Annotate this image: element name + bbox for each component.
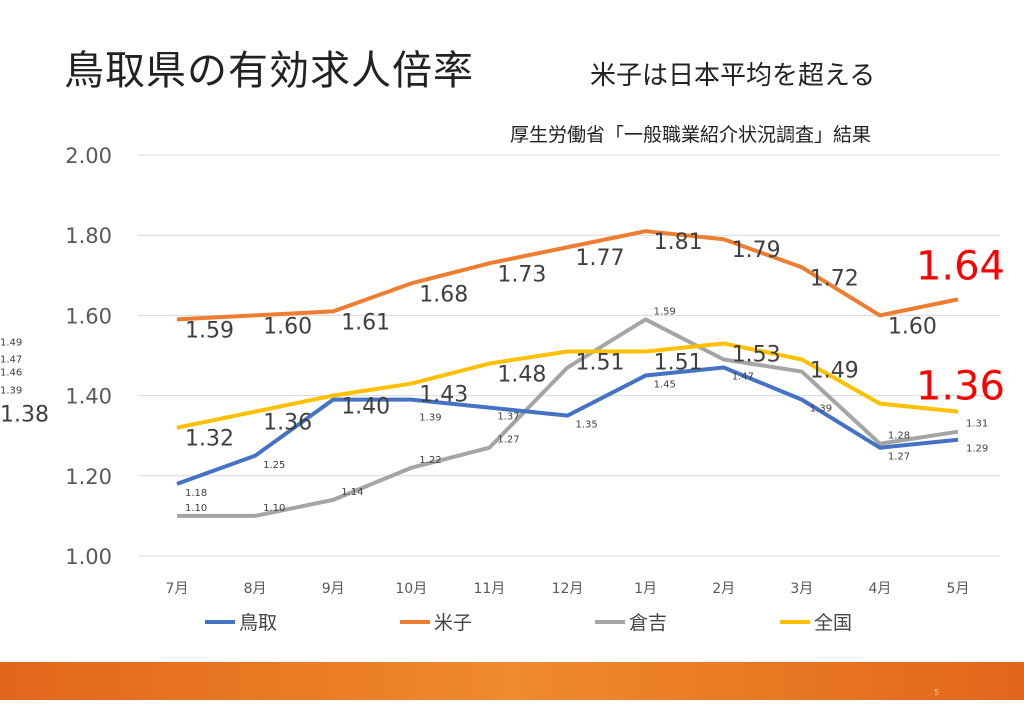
data-label: 1.43 <box>419 383 468 408</box>
data-label: 1.47 <box>0 355 22 366</box>
series-line-全国 <box>176 341 959 430</box>
data-label: 1.10 <box>185 503 207 514</box>
x-tick-label: 5月 <box>947 581 970 597</box>
data-label: 1.48 <box>497 363 546 388</box>
data-label: 1.79 <box>732 238 781 263</box>
data-label: 1.59 <box>185 318 234 343</box>
data-label: 1.72 <box>810 266 859 291</box>
x-tick-label: 4月 <box>868 581 891 597</box>
series-line-倉吉 <box>177 317 959 518</box>
data-label-highlight: 1.64 <box>916 243 1005 289</box>
data-label: 1.61 <box>341 310 390 335</box>
data-label: 1.38 <box>0 403 49 428</box>
data-label: 1.40 <box>341 395 390 420</box>
legend-label: 倉吉 <box>629 612 668 634</box>
data-label: 1.29 <box>966 444 988 455</box>
data-label: 1.47 <box>732 372 754 383</box>
legend-label: 鳥取 <box>239 612 278 634</box>
legend-item: 倉吉 <box>595 608 667 635</box>
data-label: 1.32 <box>185 427 234 452</box>
data-label: 1.60 <box>263 314 312 339</box>
y-tick-label: 1.80 <box>65 224 112 248</box>
data-label: 1.10 <box>263 503 285 514</box>
x-tick-label: 2月 <box>712 581 735 597</box>
data-label: 1.37 <box>497 412 519 423</box>
data-label: 1.35 <box>576 420 598 431</box>
series-line-鳥取 <box>176 365 959 486</box>
footer-band <box>0 662 1024 700</box>
data-label: 1.25 <box>263 460 285 471</box>
data-label: 1.39 <box>0 386 22 397</box>
data-label: 1.31 <box>966 419 988 430</box>
x-tick-label: 10月 <box>395 581 427 597</box>
y-tick-label: 1.00 <box>65 545 112 569</box>
legend-item: 米子 <box>400 608 472 635</box>
slide-title: 鳥取県の有効求人倍率 <box>64 48 474 94</box>
data-label: 1.51 <box>654 350 703 375</box>
data-label: 1.45 <box>654 380 676 391</box>
data-label: 1.68 <box>419 282 468 307</box>
data-label: 1.77 <box>576 246 625 271</box>
y-tick-label: 1.20 <box>65 465 112 489</box>
y-tick-label: 1.40 <box>65 385 112 409</box>
data-label: 1.46 <box>0 368 22 379</box>
slide-subtitle: 米子は日本平均を超える <box>590 61 876 91</box>
x-tick-label: 3月 <box>790 581 813 597</box>
data-label: 1.22 <box>419 455 441 466</box>
legend-label: 米子 <box>434 612 473 634</box>
y-tick-label: 1.60 <box>65 304 112 328</box>
data-label: 1.27 <box>888 452 910 463</box>
data-label: 1.27 <box>497 435 519 446</box>
page-number: 5 <box>934 688 940 697</box>
x-tick-label: 7月 <box>166 581 189 597</box>
data-label: 1.36 <box>263 411 312 436</box>
x-tick-label: 11月 <box>473 581 505 597</box>
data-label: 1.51 <box>576 350 625 375</box>
data-label: 1.49 <box>810 359 859 384</box>
x-tick-label: 12月 <box>552 581 584 597</box>
series-line-米子 <box>176 229 959 322</box>
data-label: 1.81 <box>654 230 703 255</box>
legend-label: 全国 <box>814 612 853 634</box>
data-label: 1.39 <box>419 413 441 424</box>
data-label: 1.14 <box>341 487 363 498</box>
source-note: 厚生労働省「一般職業紹介状況調査」結果 <box>510 124 872 146</box>
legend-item: 全国 <box>780 608 852 635</box>
y-tick-label: 2.00 <box>65 144 112 168</box>
x-tick-label: 1月 <box>634 581 657 597</box>
data-label: 1.53 <box>732 342 781 367</box>
data-label: 1.49 <box>0 338 22 349</box>
data-label: 1.39 <box>810 404 832 415</box>
legend-swatch <box>205 619 235 624</box>
data-label: 1.28 <box>888 431 910 442</box>
data-label-highlight: 1.36 <box>916 364 1005 410</box>
x-tick-label: 9月 <box>322 581 345 597</box>
data-label: 1.73 <box>497 262 546 287</box>
legend-swatch <box>400 619 430 624</box>
data-label: 1.18 <box>185 488 207 499</box>
x-tick-label: 8月 <box>244 581 267 597</box>
legend-swatch <box>780 619 810 624</box>
legend-item: 鳥取 <box>205 608 277 635</box>
legend-swatch <box>595 619 625 624</box>
data-label: 1.60 <box>888 314 937 339</box>
data-label: 1.59 <box>654 306 676 317</box>
